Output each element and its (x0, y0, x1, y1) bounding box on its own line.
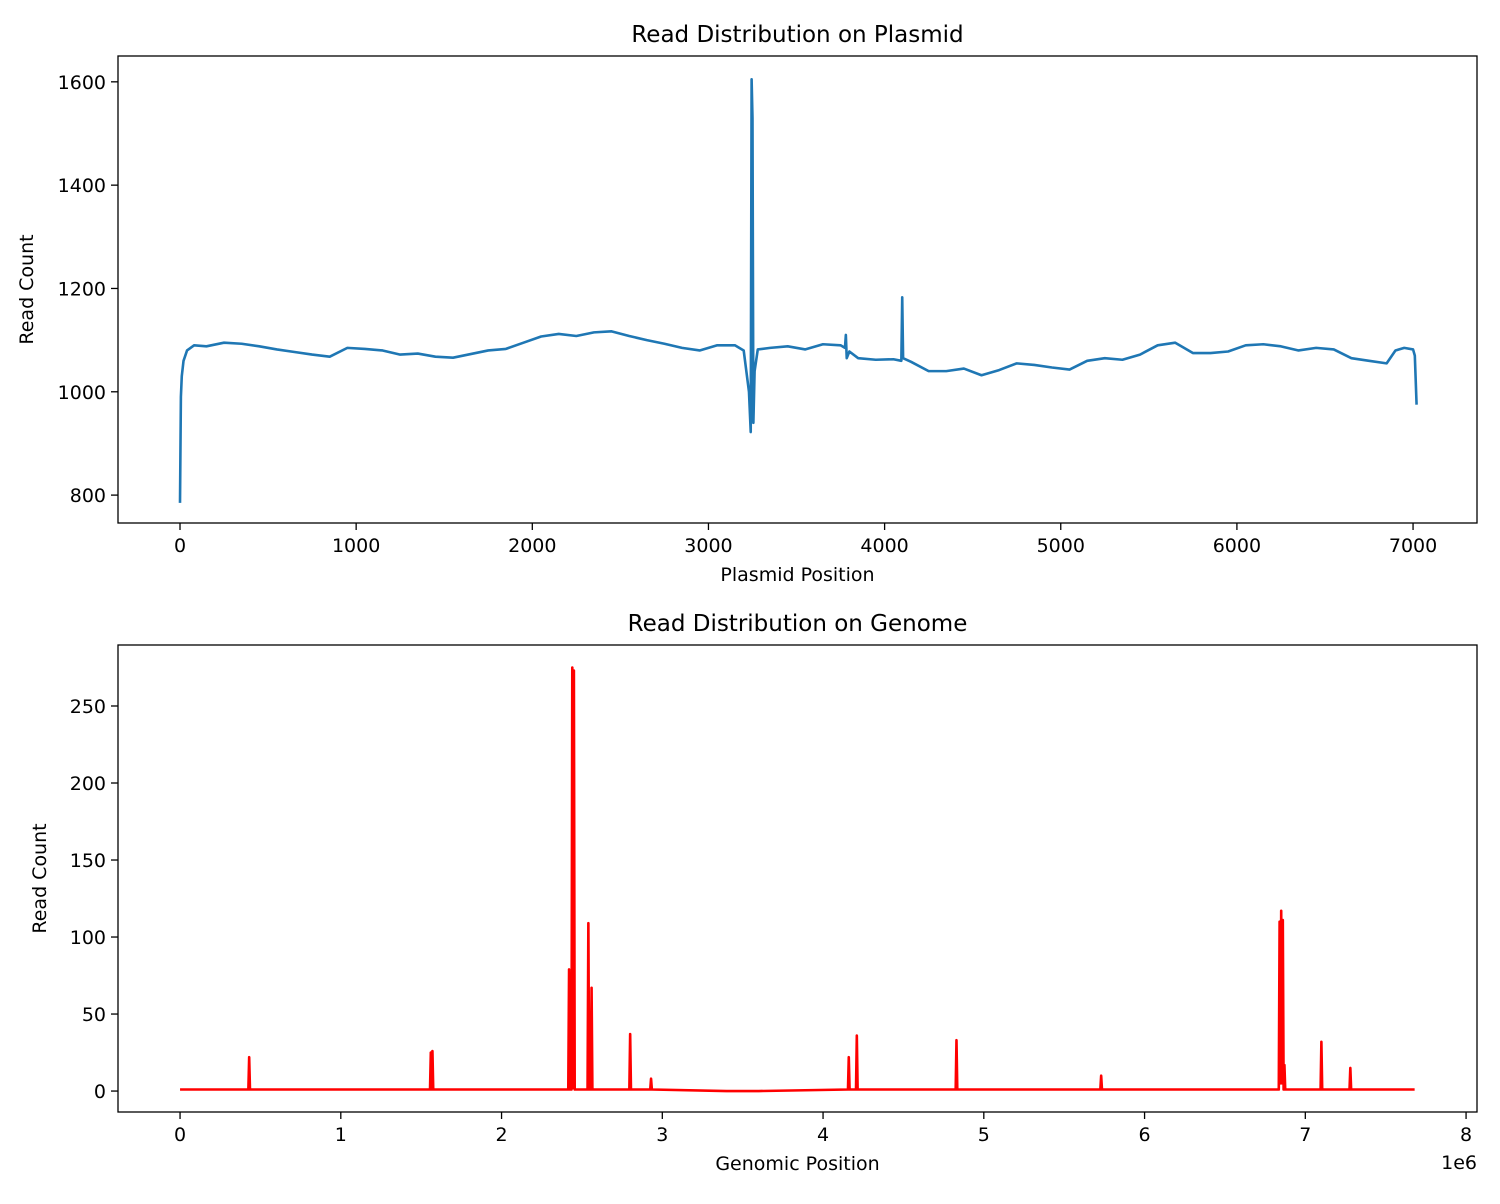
x-tick-label: 6 (1139, 1124, 1151, 1146)
x-tick-label: 3 (656, 1124, 668, 1146)
x-tick-label: 0 (174, 1124, 186, 1146)
x-tick-label: 2 (496, 1124, 508, 1146)
y-tick-label: 800 (70, 485, 106, 507)
x-tick-label: 5 (978, 1124, 990, 1146)
chart-title: Read Distribution on Plasmid (631, 22, 963, 48)
y-tick-label: 50 (82, 1004, 106, 1026)
axes-frame (117, 55, 1478, 524)
y-tick-label: 100 (70, 927, 106, 949)
data-line (178, 77, 1418, 503)
y-tick-label: 1000 (58, 382, 106, 404)
axes-frame (117, 644, 1478, 1113)
y-tick-label: 200 (70, 773, 106, 795)
x-axis-label: Genomic Position (715, 1153, 879, 1175)
x-tick-label: 4000 (860, 535, 908, 557)
y-tick-label: 1600 (58, 72, 106, 94)
y-tick-label: 150 (70, 850, 106, 872)
x-offset-label: 1e6 (1441, 1152, 1477, 1174)
x-tick-label: 5000 (1037, 535, 1085, 557)
y-tick-label: 250 (70, 696, 106, 718)
y-axis-label: Read Count (29, 823, 51, 933)
x-tick-label: 7000 (1389, 535, 1437, 557)
x-tick-label: 3000 (684, 535, 732, 557)
data-line (180, 666, 1415, 1093)
chart-title: Read Distribution on Genome (628, 611, 968, 637)
x-tick-label: 4 (817, 1124, 829, 1146)
x-tick-label: 1 (335, 1124, 347, 1146)
x-tick-label: 8 (1460, 1124, 1472, 1146)
y-axis-label: Read Count (16, 234, 38, 344)
x-tick-label: 0 (174, 535, 186, 557)
y-tick-label: 0 (94, 1081, 106, 1103)
x-tick-label: 6000 (1213, 535, 1261, 557)
y-tick-label: 1200 (58, 278, 106, 300)
x-tick-label: 7 (1299, 1124, 1311, 1146)
x-tick-label: 2000 (508, 535, 556, 557)
x-tick-label: 1000 (332, 535, 380, 557)
y-tick-label: 1400 (58, 175, 106, 197)
x-axis-label: Plasmid Position (720, 564, 874, 586)
